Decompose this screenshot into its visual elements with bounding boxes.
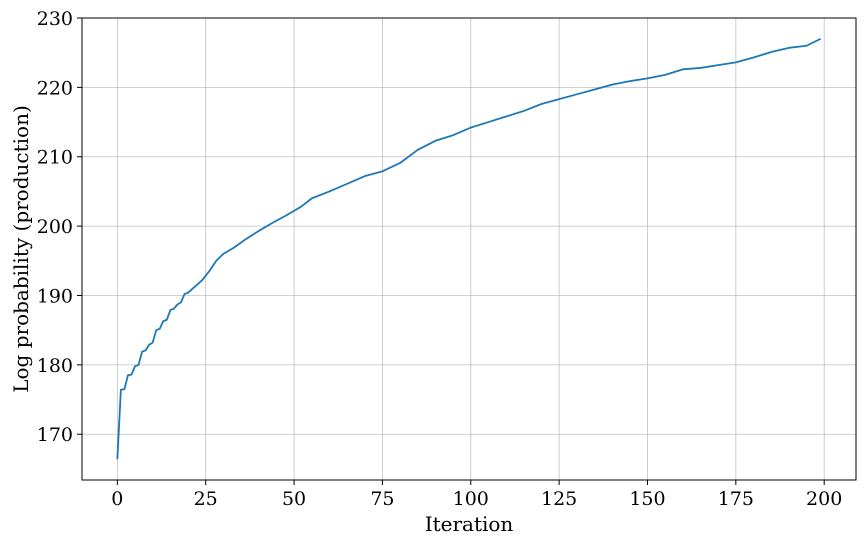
x-axis-label: Iteration xyxy=(425,512,514,536)
series-group xyxy=(116,38,822,460)
x-tick-label: 0 xyxy=(111,488,123,510)
x-tick-label: 175 xyxy=(718,488,754,510)
y-tick-label: 180 xyxy=(37,355,73,377)
y-axis: 170 180 190 200 210 220 230 xyxy=(37,8,82,446)
y-tick-label: 170 xyxy=(37,424,73,446)
series-line xyxy=(116,38,822,460)
x-axis: 0 25 50 75 100 125 150 175 200 xyxy=(111,480,842,510)
x-tick-label: 75 xyxy=(370,488,394,510)
y-tick-label: 200 xyxy=(37,216,73,238)
grid-lines xyxy=(82,17,856,480)
plot-frame xyxy=(81,17,857,481)
y-tick-label: 210 xyxy=(37,147,73,169)
x-tick-label: 125 xyxy=(541,488,577,510)
x-tick-label: 25 xyxy=(194,488,218,510)
x-tick-label: 100 xyxy=(453,488,489,510)
x-tick-label: 50 xyxy=(282,488,306,510)
y-tick-label: 230 xyxy=(37,8,73,30)
y-tick-label: 190 xyxy=(37,285,73,307)
y-axis-label: Log probability (production) xyxy=(9,105,33,393)
y-tick-label: 220 xyxy=(37,77,73,99)
x-tick-label: 200 xyxy=(806,488,842,510)
x-tick-label: 150 xyxy=(629,488,665,510)
